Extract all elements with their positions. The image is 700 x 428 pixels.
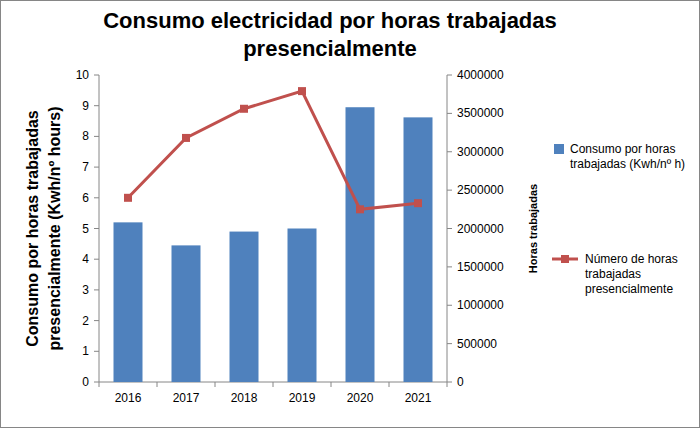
y-tick-label: 4 bbox=[82, 252, 89, 266]
y2-tick bbox=[447, 343, 452, 344]
x-tick bbox=[389, 382, 390, 387]
legend-entry: Número de horastrabajadaspresencialmente bbox=[585, 252, 678, 296]
y-tick bbox=[94, 382, 99, 383]
x-tick bbox=[331, 382, 332, 387]
y2-tick bbox=[447, 266, 452, 267]
bar bbox=[288, 229, 317, 383]
y-tick bbox=[94, 197, 99, 198]
y-tick bbox=[94, 167, 99, 168]
y2-tick-label: 3500000 bbox=[457, 106, 504, 120]
y2-tick-label: 2500000 bbox=[457, 183, 504, 197]
y-tick-label: 9 bbox=[82, 99, 89, 113]
y2-tick bbox=[447, 151, 452, 152]
y-tick-label: 6 bbox=[82, 191, 89, 205]
bar bbox=[172, 245, 201, 382]
y-tick-label: 10 bbox=[76, 68, 90, 82]
x-tick-label: 2021 bbox=[405, 391, 432, 405]
x-tick-label: 2016 bbox=[115, 391, 142, 405]
y-tick-label: 3 bbox=[82, 283, 89, 297]
legend-marker bbox=[561, 255, 569, 263]
x-tick bbox=[157, 382, 158, 387]
y2-tick bbox=[447, 75, 452, 76]
x-tick bbox=[273, 382, 274, 387]
y-tick bbox=[94, 320, 99, 321]
legend-swatch bbox=[554, 144, 564, 154]
y-tick-label: 2 bbox=[82, 314, 89, 328]
y-tick-label: 7 bbox=[82, 160, 89, 174]
y2-tick-label: 1000000 bbox=[457, 298, 504, 312]
x-tick bbox=[447, 382, 448, 387]
y2-tick-label: 2000000 bbox=[457, 222, 504, 236]
title: Consumo electricidad por horas trabajada… bbox=[103, 8, 557, 61]
marker bbox=[124, 194, 132, 202]
marker bbox=[182, 134, 190, 142]
x-tick bbox=[99, 382, 100, 387]
marker bbox=[240, 105, 248, 113]
marker bbox=[414, 199, 422, 207]
x-tick-label: 2020 bbox=[347, 391, 374, 405]
x-tick-label: 2019 bbox=[289, 391, 316, 405]
y2-tick bbox=[447, 382, 452, 383]
y2-tick bbox=[447, 190, 452, 191]
x-tick-label: 2018 bbox=[231, 391, 258, 405]
chart: Consumo electricidad por horas trabajada… bbox=[0, 0, 700, 428]
marker bbox=[356, 205, 364, 213]
y2-tick-label: 0 bbox=[457, 375, 464, 389]
y2-axis-label: Horas trabajadas bbox=[527, 184, 539, 273]
line bbox=[128, 91, 418, 209]
plot-area bbox=[114, 87, 433, 382]
y-tick bbox=[94, 351, 99, 352]
marker bbox=[298, 87, 306, 95]
y-tick-label: 0 bbox=[82, 375, 89, 389]
y-tick bbox=[94, 105, 99, 106]
y2-tick bbox=[447, 228, 452, 229]
bar bbox=[114, 222, 143, 382]
y2-tick-label: 4000000 bbox=[457, 68, 504, 82]
y-tick bbox=[94, 75, 99, 76]
y-tick-label: 8 bbox=[82, 129, 89, 143]
y2-tick-label: 1500000 bbox=[457, 260, 504, 274]
bar bbox=[404, 117, 433, 382]
y-tick-label: 5 bbox=[82, 222, 89, 236]
y-tick bbox=[94, 136, 99, 137]
y-axis-label: Consumo por horas trabajadaspresencialme… bbox=[24, 106, 63, 350]
y2-tick bbox=[447, 305, 452, 306]
frame bbox=[1, 1, 700, 428]
y2-tick-label: 3000000 bbox=[457, 145, 504, 159]
x-tick bbox=[215, 382, 216, 387]
bar bbox=[346, 107, 375, 382]
x-tick-label: 2017 bbox=[173, 391, 200, 405]
y2-tick bbox=[447, 113, 452, 114]
y-tick bbox=[94, 289, 99, 290]
y-tick bbox=[94, 228, 99, 229]
y-tick bbox=[94, 259, 99, 260]
bar bbox=[230, 232, 259, 382]
y2-tick-label: 500000 bbox=[457, 337, 497, 351]
y-tick-label: 1 bbox=[82, 344, 89, 358]
legend-entry: Consumo por horastrabajadas (Kwh/nº h) bbox=[570, 142, 685, 171]
